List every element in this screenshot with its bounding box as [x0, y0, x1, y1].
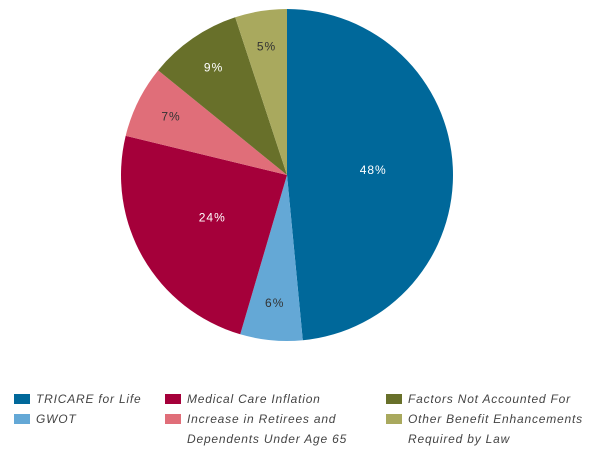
legend-swatch: [386, 394, 402, 404]
legend-item: Increase in Retirees and Dependents Unde…: [165, 409, 362, 449]
legend-label: GWOT: [36, 412, 77, 426]
legend: TRICARE for Life GWOT Medical Care Inflati…: [0, 389, 597, 447]
pie-slice: [287, 9, 454, 341]
legend-item: TRICARE for Life: [14, 389, 236, 409]
legend-label: Medical Care Inflation: [187, 392, 321, 406]
chart: 48% 6% 24% 7% 9% 5%: [121, 9, 454, 341]
legend-label: Other Benefit Enhancements Required by L…: [408, 412, 583, 446]
data-label: 9%: [204, 61, 223, 75]
data-label: 5%: [257, 39, 276, 53]
legend-swatch: [386, 414, 402, 424]
pie-slice: [121, 135, 288, 335]
legend-label: Increase in Retirees and Dependents Unde…: [187, 412, 348, 446]
legend-swatch: [165, 394, 181, 404]
legend-label: TRICARE for Life: [36, 392, 142, 406]
legend-swatch: [14, 414, 30, 424]
pie-slice: [235, 9, 287, 175]
legend-swatch: [165, 414, 181, 424]
data-label: 24%: [199, 210, 226, 224]
pie-slice: [125, 70, 287, 175]
legend-item: GWOT: [14, 409, 236, 429]
pie-slice: [158, 17, 287, 176]
legend-item: Factors Not Accounted For: [386, 389, 597, 409]
legend-item: Other Benefit Enhancements Required by L…: [386, 409, 597, 449]
legend-item: Medical Care Inflation: [165, 389, 362, 409]
pie-slice: [240, 175, 303, 341]
data-label: 6%: [265, 296, 284, 310]
data-label: 7%: [161, 110, 180, 124]
legend-label: Factors Not Accounted For: [408, 392, 571, 406]
legend-swatch: [14, 394, 30, 404]
data-label: 48%: [360, 163, 387, 177]
